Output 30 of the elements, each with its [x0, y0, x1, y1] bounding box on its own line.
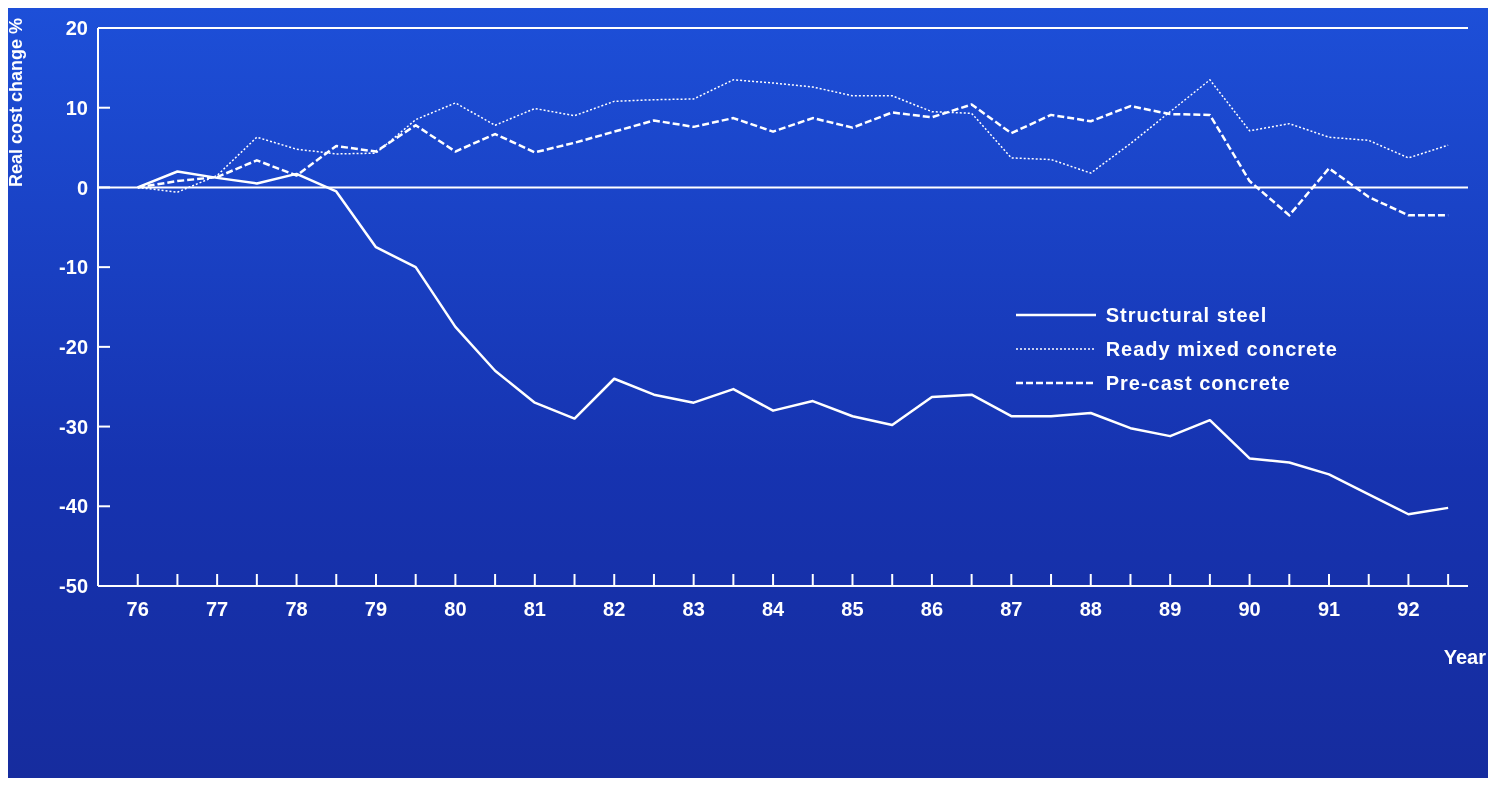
x-tick-label: 79	[364, 598, 388, 621]
y-tick-label: 20	[65, 17, 88, 40]
legend-label: Pre-cast concrete	[1105, 371, 1291, 395]
x-tick-label: 78	[285, 598, 308, 621]
y-tick-label: 10	[65, 96, 88, 119]
y-tick-label: -10	[59, 256, 88, 279]
x-tick-label: 88	[1079, 598, 1102, 621]
x-tick-label: 89	[1159, 598, 1182, 621]
x-tick-label: 92	[1397, 598, 1420, 621]
x-tick-label: 81	[523, 598, 546, 621]
y-tick-label: -50	[59, 575, 88, 598]
x-tick-label: 76	[126, 598, 149, 621]
x-tick-label: 86	[920, 598, 944, 621]
x-tick-label: 82	[603, 598, 626, 621]
y-tick-label: 0	[76, 176, 88, 199]
legend-label: Ready mixed concrete	[1105, 337, 1338, 361]
x-tick-label: 85	[841, 598, 864, 621]
y-tick-label: -30	[59, 415, 88, 438]
y-axis-title: Real cost change %	[6, 17, 27, 187]
x-tick-label: 84	[761, 598, 786, 621]
x-tick-label: 77	[206, 598, 229, 621]
x-tick-label: 80	[444, 598, 467, 621]
x-tick-label: 87	[1000, 598, 1023, 621]
y-tick-label: -20	[59, 335, 88, 358]
y-tick-label: -40	[59, 495, 88, 518]
legend-label: Structural steel	[1105, 303, 1268, 327]
x-tick-label: 90	[1238, 598, 1261, 621]
x-tick-label: 83	[682, 598, 705, 621]
x-axis-title: Year	[1443, 646, 1487, 668]
x-tick-label: 91	[1317, 598, 1341, 621]
